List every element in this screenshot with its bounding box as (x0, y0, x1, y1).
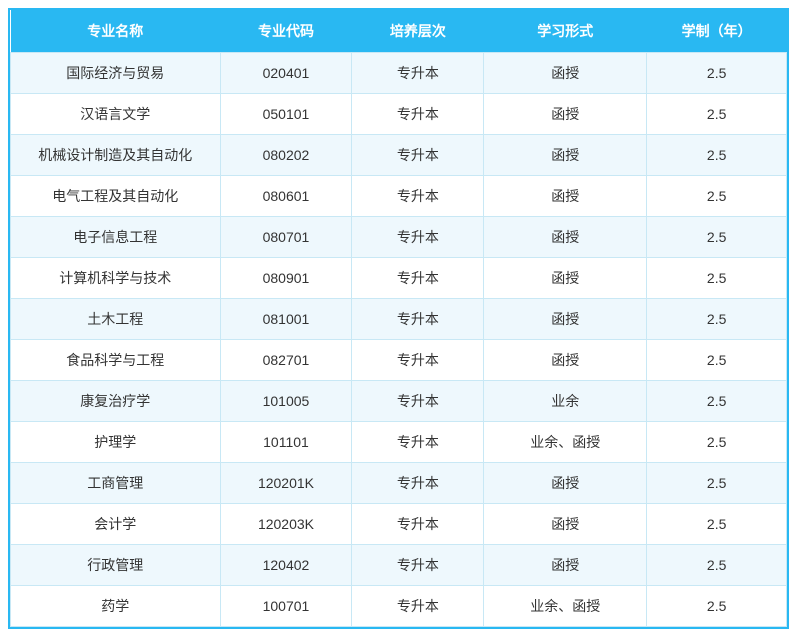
col-header-code: 专业代码 (220, 10, 352, 53)
cell-level: 专升本 (352, 422, 484, 463)
cell-level: 专升本 (352, 53, 484, 94)
cell-code: 080601 (220, 176, 352, 217)
cell-name: 会计学 (11, 504, 221, 545)
cell-level: 专升本 (352, 94, 484, 135)
cell-form: 函授 (484, 135, 647, 176)
cell-level: 专升本 (352, 176, 484, 217)
cell-form: 函授 (484, 258, 647, 299)
cell-form: 函授 (484, 545, 647, 586)
cell-code: 120203K (220, 504, 352, 545)
cell-name: 土木工程 (11, 299, 221, 340)
cell-duration: 2.5 (647, 94, 787, 135)
cell-level: 专升本 (352, 381, 484, 422)
table-row: 汉语言文学 050101 专升本 函授 2.5 (11, 94, 787, 135)
cell-code: 101005 (220, 381, 352, 422)
cell-duration: 2.5 (647, 504, 787, 545)
cell-form: 函授 (484, 176, 647, 217)
cell-duration: 2.5 (647, 545, 787, 586)
cell-code: 101101 (220, 422, 352, 463)
cell-level: 专升本 (352, 463, 484, 504)
majors-table: 专业名称 专业代码 培养层次 学习形式 学制（年） 国际经济与贸易 020401… (10, 10, 787, 627)
cell-duration: 2.5 (647, 340, 787, 381)
cell-form: 业余 (484, 381, 647, 422)
table-row: 土木工程 081001 专升本 函授 2.5 (11, 299, 787, 340)
cell-duration: 2.5 (647, 53, 787, 94)
cell-level: 专升本 (352, 340, 484, 381)
cell-form: 业余、函授 (484, 586, 647, 627)
table-row: 国际经济与贸易 020401 专升本 函授 2.5 (11, 53, 787, 94)
col-header-level: 培养层次 (352, 10, 484, 53)
cell-name: 康复治疗学 (11, 381, 221, 422)
cell-duration: 2.5 (647, 463, 787, 504)
cell-name: 食品科学与工程 (11, 340, 221, 381)
cell-code: 080701 (220, 217, 352, 258)
cell-name: 计算机科学与技术 (11, 258, 221, 299)
cell-level: 专升本 (352, 586, 484, 627)
cell-level: 专升本 (352, 258, 484, 299)
cell-level: 专升本 (352, 217, 484, 258)
col-header-form: 学习形式 (484, 10, 647, 53)
cell-code: 082701 (220, 340, 352, 381)
cell-form: 函授 (484, 340, 647, 381)
cell-code: 120402 (220, 545, 352, 586)
cell-name: 药学 (11, 586, 221, 627)
table-body: 国际经济与贸易 020401 专升本 函授 2.5 汉语言文学 050101 专… (11, 53, 787, 627)
table-row: 食品科学与工程 082701 专升本 函授 2.5 (11, 340, 787, 381)
cell-code: 081001 (220, 299, 352, 340)
cell-name: 机械设计制造及其自动化 (11, 135, 221, 176)
cell-form: 函授 (484, 504, 647, 545)
cell-level: 专升本 (352, 299, 484, 340)
majors-table-container: 专业名称 专业代码 培养层次 学习形式 学制（年） 国际经济与贸易 020401… (8, 8, 789, 629)
cell-name: 行政管理 (11, 545, 221, 586)
cell-form: 函授 (484, 463, 647, 504)
table-row: 护理学 101101 专升本 业余、函授 2.5 (11, 422, 787, 463)
table-row: 电子信息工程 080701 专升本 函授 2.5 (11, 217, 787, 258)
table-row: 电气工程及其自动化 080601 专升本 函授 2.5 (11, 176, 787, 217)
table-row: 康复治疗学 101005 专升本 业余 2.5 (11, 381, 787, 422)
cell-level: 专升本 (352, 135, 484, 176)
cell-code: 120201K (220, 463, 352, 504)
cell-level: 专升本 (352, 545, 484, 586)
cell-duration: 2.5 (647, 258, 787, 299)
col-header-duration: 学制（年） (647, 10, 787, 53)
cell-code: 080901 (220, 258, 352, 299)
cell-duration: 2.5 (647, 586, 787, 627)
cell-form: 函授 (484, 94, 647, 135)
table-row: 机械设计制造及其自动化 080202 专升本 函授 2.5 (11, 135, 787, 176)
cell-level: 专升本 (352, 504, 484, 545)
cell-code: 080202 (220, 135, 352, 176)
cell-duration: 2.5 (647, 217, 787, 258)
cell-name: 电子信息工程 (11, 217, 221, 258)
cell-name: 电气工程及其自动化 (11, 176, 221, 217)
cell-code: 050101 (220, 94, 352, 135)
table-row: 行政管理 120402 专升本 函授 2.5 (11, 545, 787, 586)
table-row: 工商管理 120201K 专升本 函授 2.5 (11, 463, 787, 504)
cell-duration: 2.5 (647, 299, 787, 340)
cell-name: 工商管理 (11, 463, 221, 504)
table-row: 会计学 120203K 专升本 函授 2.5 (11, 504, 787, 545)
col-header-name: 专业名称 (11, 10, 221, 53)
cell-duration: 2.5 (647, 381, 787, 422)
cell-name: 护理学 (11, 422, 221, 463)
cell-form: 函授 (484, 217, 647, 258)
table-row: 计算机科学与技术 080901 专升本 函授 2.5 (11, 258, 787, 299)
cell-code: 020401 (220, 53, 352, 94)
cell-form: 业余、函授 (484, 422, 647, 463)
cell-duration: 2.5 (647, 176, 787, 217)
cell-form: 函授 (484, 299, 647, 340)
table-row: 药学 100701 专升本 业余、函授 2.5 (11, 586, 787, 627)
cell-form: 函授 (484, 53, 647, 94)
cell-duration: 2.5 (647, 135, 787, 176)
cell-name: 汉语言文学 (11, 94, 221, 135)
cell-duration: 2.5 (647, 422, 787, 463)
cell-code: 100701 (220, 586, 352, 627)
table-header-row: 专业名称 专业代码 培养层次 学习形式 学制（年） (11, 10, 787, 53)
cell-name: 国际经济与贸易 (11, 53, 221, 94)
